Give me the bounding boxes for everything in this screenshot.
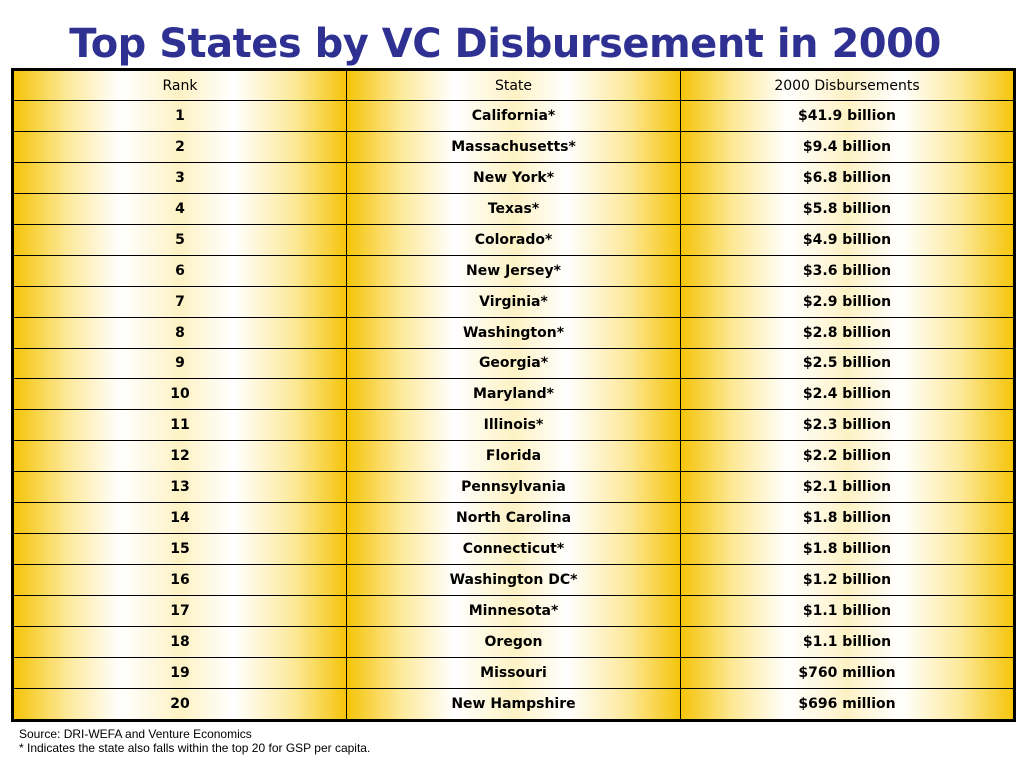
cell-disbursement: $3.6 billion [680, 254, 1015, 287]
cell-state: Oregon [346, 625, 681, 658]
table-row: 15 Connecticut* $1.8 billion [12, 533, 1015, 566]
table-row: 2 Massachusetts* $9.4 billion [12, 130, 1015, 163]
cell-disbursement: $2.8 billion [680, 316, 1015, 349]
header-disbursements: 2000 Disbursements [680, 69, 1015, 101]
cell-state: Florida [346, 440, 681, 473]
cell-disbursement: $760 million [680, 656, 1015, 689]
cell-rank: 2 [12, 130, 347, 163]
cell-rank: 7 [12, 285, 347, 318]
table-row: 1 California* $41.9 billion [12, 100, 1015, 132]
cell-rank: 18 [12, 625, 347, 658]
table-row: 7 Virginia* $2.9 billion [12, 285, 1015, 318]
cell-disbursement: $1.2 billion [680, 564, 1015, 596]
table-row: 9 Georgia* $2.5 billion [12, 347, 1015, 380]
cell-rank: 19 [12, 656, 347, 689]
cell-disbursement: $6.8 billion [680, 161, 1015, 194]
cell-state: Colorado* [346, 223, 681, 256]
table-row: 11 Illinois* $2.3 billion [12, 409, 1015, 442]
table-header-row: Rank State 2000 Disbursements [12, 69, 1015, 101]
cell-rank: 1 [12, 100, 347, 132]
cell-disbursement: $1.8 billion [680, 502, 1015, 535]
table-row: 20 New Hampshire $696 million [12, 687, 1015, 722]
cell-state: New Jersey* [346, 254, 681, 287]
cell-rank: 20 [12, 687, 347, 722]
cell-disbursement: $1.1 billion [680, 625, 1015, 658]
cell-state: Massachusetts* [346, 130, 681, 163]
cell-disbursement: $2.1 billion [680, 471, 1015, 504]
cell-rank: 5 [12, 223, 347, 256]
cell-state: New York* [346, 161, 681, 194]
source-note: Source: DRI-WEFA and Venture Economics [19, 727, 252, 741]
cell-rank: 8 [12, 316, 347, 349]
table-row: 10 Maryland* $2.4 billion [12, 378, 1015, 411]
cell-disbursement: $5.8 billion [680, 192, 1015, 225]
cell-disbursement: $696 million [680, 687, 1015, 722]
cell-rank: 15 [12, 533, 347, 566]
cell-disbursement: $4.9 billion [680, 223, 1015, 256]
cell-state: Illinois* [346, 409, 681, 442]
vc-disbursement-table: Rank State 2000 Disbursements 1 Californi… [11, 68, 1016, 722]
asterisk-note: * Indicates the state also falls within … [19, 741, 371, 755]
cell-rank: 3 [12, 161, 347, 194]
table-row: 17 Minnesota* $1.1 billion [12, 595, 1015, 627]
cell-rank: 11 [12, 409, 347, 442]
cell-disbursement: $2.2 billion [680, 440, 1015, 473]
header-rank: Rank [12, 69, 347, 101]
cell-disbursement: $2.9 billion [680, 285, 1015, 318]
cell-rank: 13 [12, 471, 347, 504]
cell-disbursement: $1.8 billion [680, 533, 1015, 566]
cell-state: New Hampshire [346, 687, 681, 722]
cell-disbursement: $41.9 billion [680, 100, 1015, 132]
cell-rank: 6 [12, 254, 347, 287]
table-row: 16 Washington DC* $1.2 billion [12, 564, 1015, 596]
cell-rank: 14 [12, 502, 347, 535]
cell-rank: 17 [12, 595, 347, 627]
cell-rank: 16 [12, 564, 347, 596]
cell-state: Pennsylvania [346, 471, 681, 504]
cell-disbursement: $9.4 billion [680, 130, 1015, 163]
cell-state: Washington DC* [346, 564, 681, 596]
cell-state: Virginia* [346, 285, 681, 318]
cell-state: Georgia* [346, 347, 681, 380]
table-row: 3 New York* $6.8 billion [12, 161, 1015, 194]
footnotes: Source: DRI-WEFA and Venture Economics *… [19, 727, 370, 755]
table-row: 5 Colorado* $4.9 billion [12, 223, 1015, 256]
cell-disbursement: $2.4 billion [680, 378, 1015, 411]
cell-disbursement: $1.1 billion [680, 595, 1015, 627]
table-row: 13 Pennsylvania $2.1 billion [12, 471, 1015, 504]
cell-state: California* [346, 100, 681, 132]
cell-state: Texas* [346, 192, 681, 225]
table-row: 18 Oregon $1.1 billion [12, 625, 1015, 658]
table-row: 19 Missouri $760 million [12, 656, 1015, 689]
cell-state: North Carolina [346, 502, 681, 535]
cell-disbursement: $2.3 billion [680, 409, 1015, 442]
cell-state: Maryland* [346, 378, 681, 411]
slide-title: Top States by VC Disbursement in 2000 [69, 21, 941, 67]
cell-state: Washington* [346, 316, 681, 349]
cell-state: Connecticut* [346, 533, 681, 566]
cell-disbursement: $2.5 billion [680, 347, 1015, 380]
table-row: 14 North Carolina $1.8 billion [12, 502, 1015, 535]
cell-rank: 4 [12, 192, 347, 225]
cell-rank: 9 [12, 347, 347, 380]
cell-state: Missouri [346, 656, 681, 689]
table-row: 4 Texas* $5.8 billion [12, 192, 1015, 225]
table-body: 1 California* $41.9 billion 2 Massachusetts*… [12, 100, 1015, 722]
table-row: 8 Washington* $2.8 billion [12, 316, 1015, 349]
table-row: 6 New Jersey* $3.6 billion [12, 254, 1015, 287]
table-row: 12 Florida $2.2 billion [12, 440, 1015, 473]
cell-rank: 12 [12, 440, 347, 473]
cell-state: Minnesota* [346, 595, 681, 627]
header-state: State [346, 69, 681, 101]
cell-rank: 10 [12, 378, 347, 411]
